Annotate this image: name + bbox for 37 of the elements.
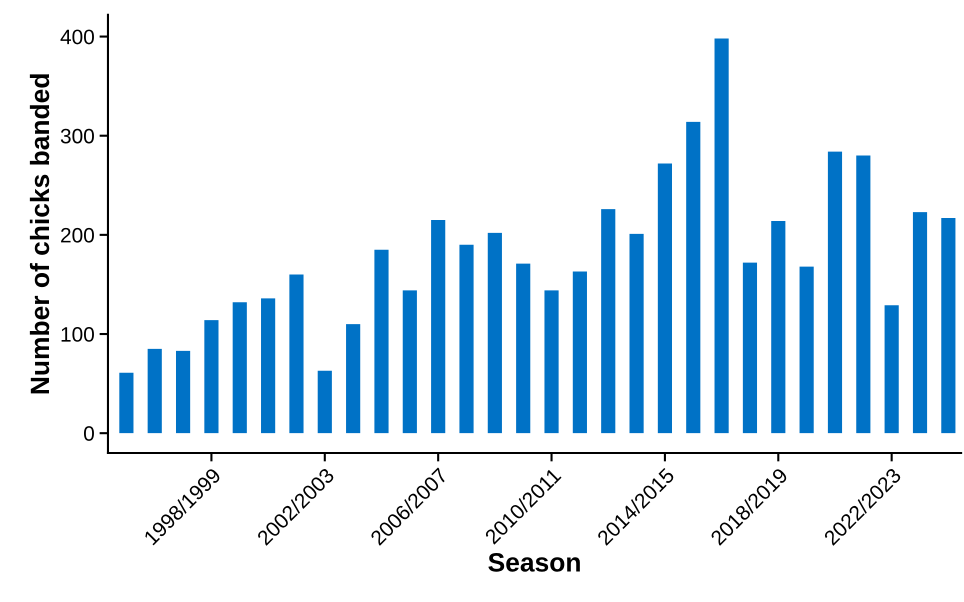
- bar: [204, 320, 219, 434]
- bar: [346, 324, 360, 434]
- bar: [261, 298, 276, 434]
- y-axis-title: Number of chicks banded: [30, 74, 50, 394]
- bar: [629, 234, 644, 434]
- bar: [176, 350, 190, 434]
- bar: [658, 163, 672, 434]
- bar: [374, 250, 389, 434]
- bar: [572, 272, 587, 434]
- bar: [544, 290, 559, 434]
- bar: [856, 156, 870, 434]
- bar: [119, 372, 134, 434]
- bar: [601, 209, 616, 434]
- bar: [516, 264, 530, 434]
- y-tick-label: 0: [84, 426, 94, 441]
- bar: [828, 152, 842, 434]
- bar: [941, 218, 956, 434]
- bar: [459, 244, 474, 434]
- bar: [912, 212, 928, 434]
- y-tick-label: 200: [61, 228, 94, 243]
- bar: [714, 38, 729, 434]
- bar: [318, 370, 332, 434]
- bar: [771, 220, 786, 434]
- bar: [742, 262, 758, 434]
- bar: [232, 302, 247, 434]
- y-tick-label: 100: [62, 327, 94, 342]
- bar: [686, 122, 700, 434]
- bar: [884, 305, 899, 434]
- y-tick-label: 300: [60, 128, 94, 144]
- bar: [488, 232, 502, 434]
- bar: [800, 266, 814, 434]
- bar: [148, 348, 162, 434]
- bar: [289, 274, 304, 434]
- bar: [402, 290, 417, 434]
- x-axis-title: Season: [488, 553, 580, 572]
- y-tick-label: 400: [60, 30, 94, 44]
- bar: [431, 220, 446, 434]
